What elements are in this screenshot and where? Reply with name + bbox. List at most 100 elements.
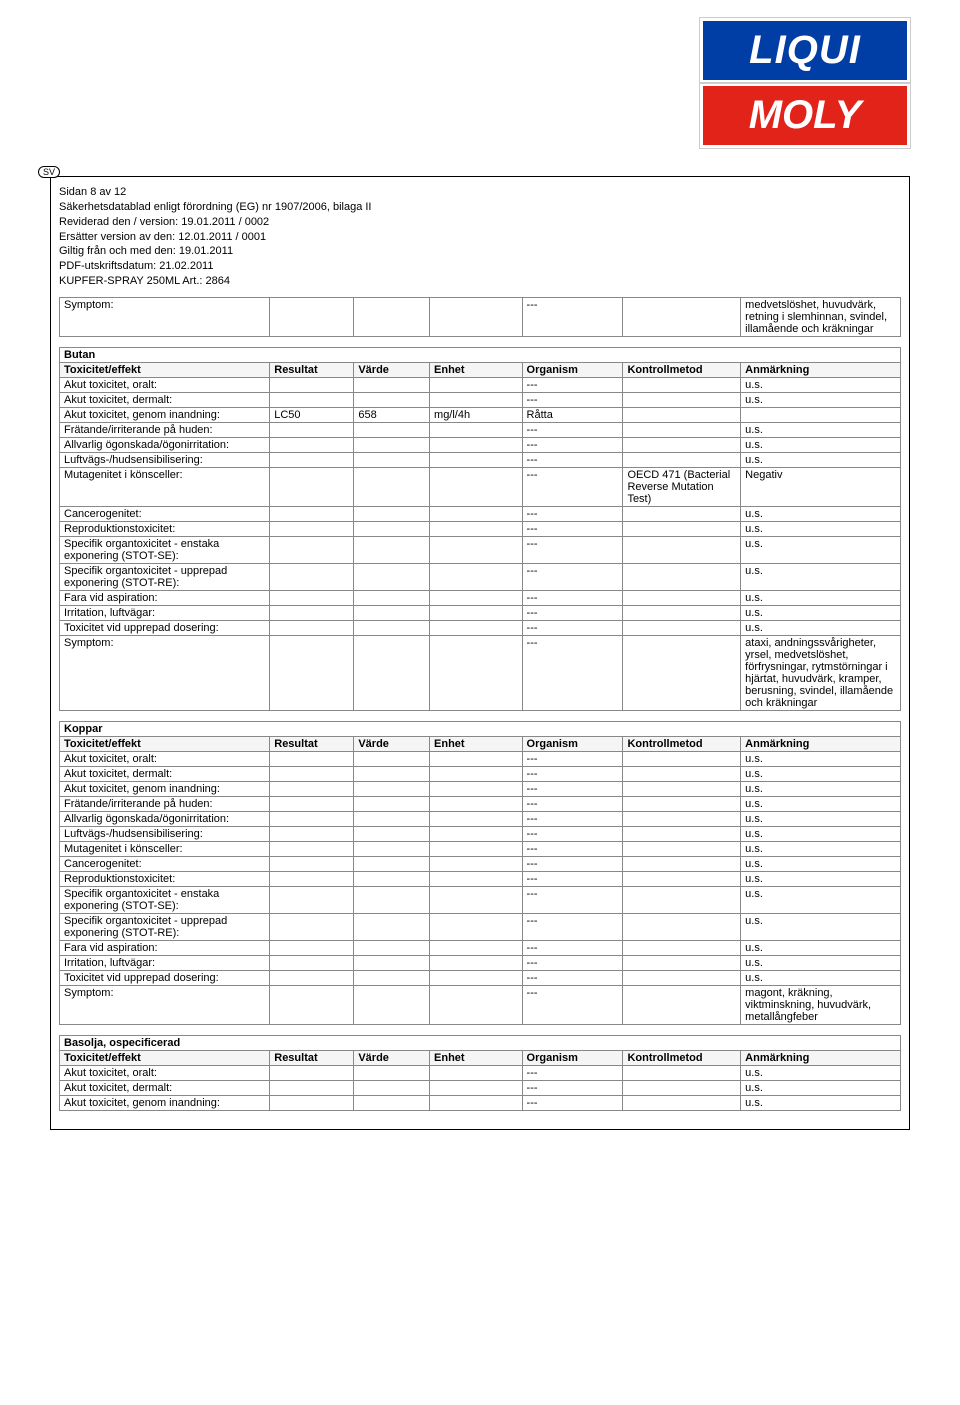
row-label: Symptom:	[60, 635, 270, 710]
cell-result	[270, 1065, 354, 1080]
table-row: Toxicitet vid upprepad dosering:---u.s.	[60, 620, 901, 635]
cell-unit	[430, 766, 523, 781]
cell-value	[354, 781, 430, 796]
cell-value	[354, 766, 430, 781]
row-label: Irritation, luftvägar:	[60, 605, 270, 620]
cell-unit: mg/l/4h	[430, 407, 523, 422]
cell-value	[354, 563, 430, 590]
cell-unit	[430, 635, 523, 710]
cell-organism: ---	[522, 1080, 623, 1095]
header-line: Ersätter version av den: 12.01.2011 / 00…	[59, 230, 901, 245]
cell-organism: ---	[522, 826, 623, 841]
table-row: Allvarlig ögonskada/ögonirritation:---u.…	[60, 811, 901, 826]
cell-control	[623, 1080, 741, 1095]
row-label: Akut toxicitet, oralt:	[60, 377, 270, 392]
cell-result	[270, 871, 354, 886]
cell-note: u.s.	[741, 940, 901, 955]
row-label: Akut toxicitet, oralt:	[60, 751, 270, 766]
cell-organism: ---	[522, 467, 623, 506]
cell-organism: ---	[522, 563, 623, 590]
table-row: Fara vid aspiration:---u.s.	[60, 940, 901, 955]
cell-organism: ---	[522, 422, 623, 437]
logo-bottom: MOLY	[700, 83, 910, 148]
cell-unit	[430, 437, 523, 452]
cell-note: u.s.	[741, 605, 901, 620]
table-row: Irritation, luftvägar:---u.s.	[60, 955, 901, 970]
cell-value	[354, 985, 430, 1024]
table-row: Specifik organtoxicitet - enstaka expone…	[60, 886, 901, 913]
row-label: Specifik organtoxicitet - upprepad expon…	[60, 913, 270, 940]
cell-value	[354, 590, 430, 605]
cell-note: u.s.	[741, 1095, 901, 1110]
cell-control	[623, 811, 741, 826]
cell-control	[623, 841, 741, 856]
row-label: Allvarlig ögonskada/ögonirritation:	[60, 811, 270, 826]
table-row: Frätande/irriterande på huden:---u.s.	[60, 422, 901, 437]
cell-organism: ---	[522, 940, 623, 955]
cell-value	[354, 521, 430, 536]
cell-organism: ---	[522, 521, 623, 536]
cell-note: ataxi, andningssvårigheter, yrsel, medve…	[741, 635, 901, 710]
cell-result	[270, 392, 354, 407]
cell-value	[354, 826, 430, 841]
cell-value	[354, 467, 430, 506]
cell-result	[270, 1095, 354, 1110]
row-label: Irritation, luftvägar:	[60, 955, 270, 970]
cell-value	[354, 392, 430, 407]
row-label: Akut toxicitet, genom inandning:	[60, 407, 270, 422]
table-row: Luftvägs-/hudsensibilisering:---u.s.	[60, 452, 901, 467]
column-header: Toxicitet/effekt	[60, 736, 270, 751]
section-name: Koppar	[60, 721, 901, 736]
table-row: Symptom: --- medvetslöshet, huvudvärk, r…	[60, 297, 901, 336]
symptom-continuation-table: Symptom: --- medvetslöshet, huvudvärk, r…	[59, 297, 901, 337]
cell-unit	[430, 886, 523, 913]
row-label: Toxicitet vid upprepad dosering:	[60, 620, 270, 635]
column-header: Anmärkning	[741, 362, 901, 377]
cell-note: u.s.	[741, 886, 901, 913]
cell-note: u.s.	[741, 620, 901, 635]
header-line: Giltig från och med den: 19.01.2011	[59, 244, 901, 259]
column-header: Enhet	[430, 362, 523, 377]
cell-value: 658	[354, 407, 430, 422]
cell-organism: ---	[522, 970, 623, 985]
column-header: Organism	[522, 1050, 623, 1065]
cell-result	[270, 955, 354, 970]
toxicity-table: ButanToxicitet/effektResultatVärdeEnhetO…	[59, 347, 901, 711]
cell-note: u.s.	[741, 536, 901, 563]
cell-value	[354, 940, 430, 955]
table-row: Akut toxicitet, genom inandning:---u.s.	[60, 1095, 901, 1110]
table-row: Mutagenitet i könsceller:---u.s.	[60, 841, 901, 856]
cell-control	[623, 985, 741, 1024]
cell-value	[354, 536, 430, 563]
cell-organism: ---	[522, 635, 623, 710]
cell-value	[354, 796, 430, 811]
cell-note: u.s.	[741, 955, 901, 970]
cell-value	[354, 856, 430, 871]
cell-note: u.s.	[741, 913, 901, 940]
cell	[270, 297, 354, 336]
logo-top: LIQUI	[700, 18, 910, 83]
cell-value	[354, 437, 430, 452]
cell-unit	[430, 392, 523, 407]
table-row: Akut toxicitet, oralt:---u.s.	[60, 1065, 901, 1080]
column-header: Värde	[354, 362, 430, 377]
cell-unit	[430, 970, 523, 985]
row-label: Fara vid aspiration:	[60, 590, 270, 605]
cell-result	[270, 467, 354, 506]
page-indicator: Sidan 8 av 12	[59, 185, 901, 200]
cell-organism: ---	[522, 985, 623, 1024]
cell-unit	[430, 1080, 523, 1095]
cell-result	[270, 422, 354, 437]
cell-result	[270, 521, 354, 536]
cell-control	[623, 620, 741, 635]
cell-organism: ---	[522, 536, 623, 563]
cell-value	[354, 620, 430, 635]
header-line: Reviderad den / version: 19.01.2011 / 00…	[59, 215, 901, 230]
cell-value	[354, 377, 430, 392]
section-name-row: Butan	[60, 347, 901, 362]
cell-note: u.s.	[741, 437, 901, 452]
table-row: Specifik organtoxicitet - enstaka expone…	[60, 536, 901, 563]
cell-result	[270, 1080, 354, 1095]
cell-result	[270, 970, 354, 985]
table-row: Cancerogenitet:---u.s.	[60, 506, 901, 521]
